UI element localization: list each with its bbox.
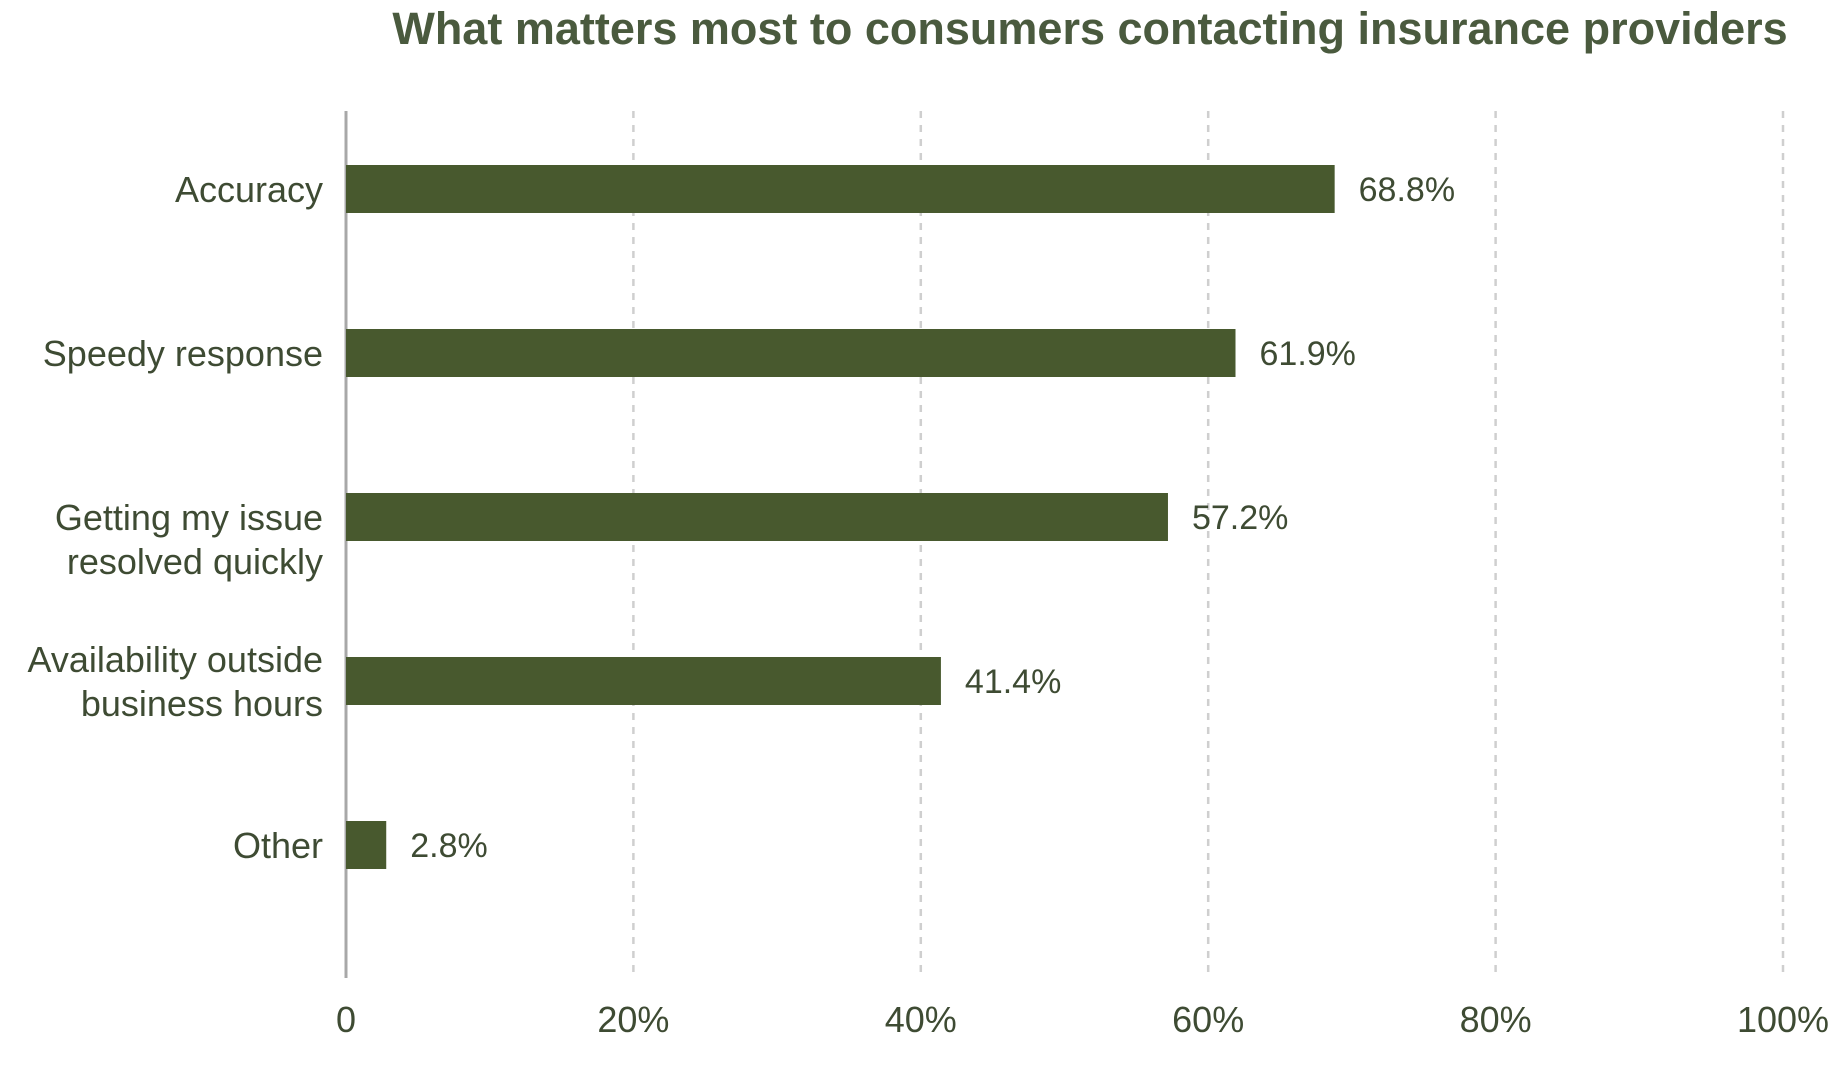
bar (346, 821, 387, 869)
x-tick-label: 60% (1172, 999, 1244, 1040)
bar (346, 493, 1168, 541)
x-tick-label: 20% (597, 999, 669, 1040)
bar (346, 657, 941, 705)
category-label: Getting my issue resolved quickly (55, 497, 323, 582)
category-label-line: Getting my issue (55, 497, 323, 538)
bar-value-label: 41.4% (965, 663, 1061, 701)
category-label-line: resolved quickly (67, 541, 323, 582)
bar-value-label: 57.2% (1192, 499, 1288, 537)
category-label-line: Accuracy (175, 169, 323, 210)
category-label-line: Availability outside (27, 639, 323, 680)
x-tick-label: 40% (885, 999, 957, 1040)
category-label: Speedy response (43, 333, 323, 374)
category-label-line: Speedy response (43, 333, 323, 374)
category-label: Other (233, 825, 323, 866)
bar (346, 165, 1335, 213)
x-tick-label: 0 (336, 999, 356, 1040)
bar-value-label: 61.9% (1260, 335, 1356, 373)
x-tick-label: 80% (1460, 999, 1532, 1040)
bar-value-label: 68.8% (1359, 171, 1455, 209)
category-label-line: business hours (81, 683, 323, 724)
x-tick-label: 100% (1737, 999, 1829, 1040)
category-label-line: Other (233, 825, 323, 866)
category-label: Accuracy (175, 169, 323, 210)
bar (346, 329, 1236, 377)
bar-value-label: 2.8% (410, 827, 488, 865)
chart-title: What matters most to consumers contactin… (392, 3, 1787, 54)
category-label: Availability outside business hours (27, 639, 323, 724)
